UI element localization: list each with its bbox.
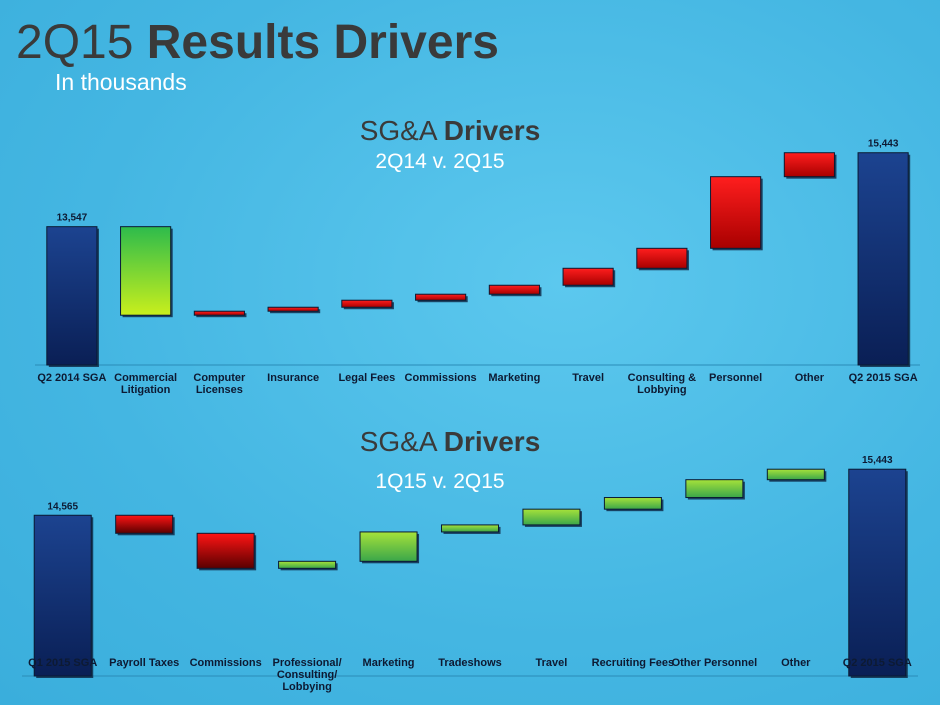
bar bbox=[341, 299, 393, 308]
bar bbox=[685, 479, 744, 499]
x-tick-label: Q1 2015 SGA bbox=[28, 657, 98, 669]
chart-title: SG&A Drivers bbox=[360, 426, 541, 457]
bar bbox=[636, 247, 688, 269]
x-tick-label: Commercial Litigation bbox=[114, 372, 178, 396]
x-tick-label: Travel bbox=[535, 657, 568, 669]
bar bbox=[193, 310, 245, 316]
chart-title: SG&A Drivers bbox=[360, 115, 541, 146]
slide-title: 2Q15 Results Drivers bbox=[16, 16, 499, 69]
bar bbox=[857, 152, 909, 366]
x-tick-label: Commissions bbox=[404, 372, 477, 384]
x-tick-label: Marketing bbox=[488, 372, 541, 384]
chart-subtitle: 2Q14 v. 2Q15 bbox=[375, 150, 504, 173]
x-tick-label: Insurance bbox=[267, 372, 320, 384]
chart-subtitle: 1Q15 v. 2Q15 bbox=[375, 470, 504, 493]
x-tick-label: Personnel bbox=[709, 372, 763, 384]
bar bbox=[120, 226, 172, 316]
bar bbox=[46, 226, 98, 366]
title-bold: Results Drivers bbox=[147, 16, 499, 69]
x-tick-label: Consulting & Lobbying bbox=[627, 372, 697, 396]
x-tick-label: Marketing bbox=[362, 657, 415, 669]
value-label: 15,443 bbox=[868, 139, 899, 150]
value-label: 14,565 bbox=[47, 501, 78, 512]
x-tick-label: Q2 2014 SGA bbox=[37, 372, 107, 384]
bar bbox=[196, 532, 255, 569]
bar bbox=[783, 152, 835, 178]
chart-title-light: SG&A bbox=[360, 426, 438, 457]
x-tick-label: Commissions bbox=[189, 657, 262, 669]
x-tick-label: Travel bbox=[572, 372, 605, 384]
value-label: 13,547 bbox=[57, 213, 88, 224]
bar bbox=[278, 560, 337, 569]
slide-subtitle: In thousands bbox=[55, 69, 187, 95]
chart-title-bold: Drivers bbox=[444, 115, 541, 146]
bar bbox=[488, 284, 540, 295]
bar bbox=[415, 293, 467, 301]
bar bbox=[522, 508, 581, 526]
bar bbox=[359, 531, 418, 562]
bar bbox=[33, 514, 92, 677]
x-tick-label: Professional/ Consulting/ Lobbying bbox=[272, 657, 342, 693]
bar bbox=[603, 497, 662, 510]
value-label: 15,443 bbox=[862, 455, 893, 466]
bar bbox=[848, 468, 907, 677]
x-tick-label: Recruiting Fees bbox=[591, 657, 675, 669]
x-tick-label: Tradeshows bbox=[438, 657, 502, 669]
x-tick-label: Computer Licenses bbox=[193, 372, 246, 396]
chart-title-bold: Drivers bbox=[444, 426, 541, 457]
bar bbox=[562, 267, 614, 286]
bar bbox=[710, 176, 762, 249]
x-tick-label: Other bbox=[794, 372, 825, 384]
bar bbox=[766, 468, 825, 481]
x-tick-label: Other Personnel bbox=[671, 657, 758, 669]
x-tick-label: Legal Fees bbox=[338, 372, 396, 384]
x-tick-label: Q2 2015 SGA bbox=[842, 657, 912, 669]
x-tick-label: Q2 2015 SGA bbox=[848, 372, 918, 384]
bar bbox=[267, 306, 319, 312]
bar bbox=[115, 514, 174, 534]
chart-title-light: SG&A bbox=[360, 115, 438, 146]
x-tick-label: Other bbox=[781, 657, 811, 669]
bar bbox=[440, 524, 500, 533]
x-tick-label: Payroll Taxes bbox=[109, 657, 180, 669]
title-light: 2Q15 bbox=[16, 16, 133, 69]
